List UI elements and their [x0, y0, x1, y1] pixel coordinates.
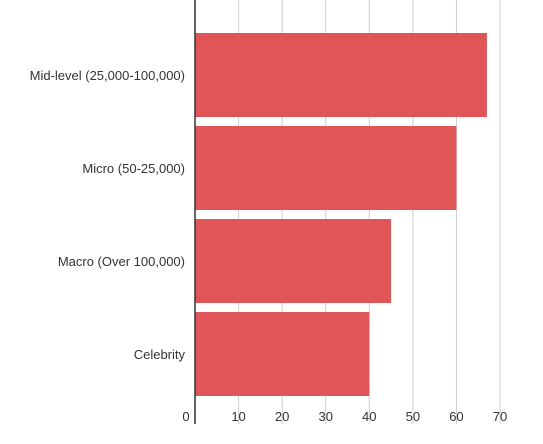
- x-tick-label-30: 30: [318, 409, 332, 424]
- bar-4: [195, 312, 370, 396]
- x-tick-label-60: 60: [449, 409, 463, 424]
- tick-labels: 0 10 20 30 40 50 60 70: [182, 409, 507, 424]
- category-labels: Mid-level (25,000-100,000) Micro (50-25,0…: [30, 68, 186, 362]
- bar-3: [195, 219, 392, 303]
- category-label-1: Mid-level (25,000-100,000): [30, 68, 185, 83]
- x-tick-label-40: 40: [362, 409, 376, 424]
- category-label-3: Macro (Over 100,000): [58, 254, 185, 269]
- x-tick-label-10: 10: [231, 409, 245, 424]
- x-tick-label-70: 70: [493, 409, 507, 424]
- bar-1: [195, 33, 487, 117]
- x-tick-label-0: 0: [182, 409, 189, 424]
- category-label-4: Celebrity: [134, 347, 186, 362]
- x-tick-label-20: 20: [275, 409, 289, 424]
- bars: [195, 33, 487, 396]
- x-tick-label-50: 50: [406, 409, 420, 424]
- bar-2: [195, 126, 457, 210]
- category-label-2: Micro (50-25,000): [82, 161, 185, 176]
